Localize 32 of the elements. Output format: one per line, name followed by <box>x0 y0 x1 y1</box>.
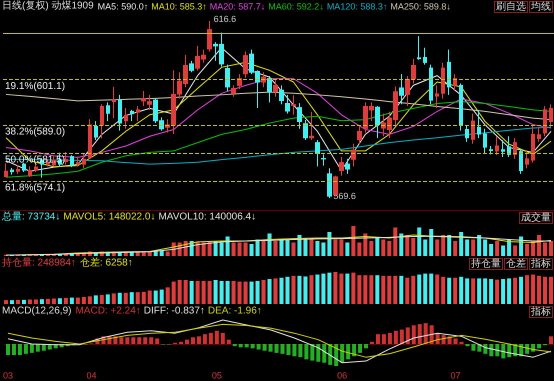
chart-title: 日线(复权) 动煤1909 <box>2 0 94 12</box>
text: MA120: 588.3↑ <box>326 2 388 12</box>
text: MA250: 589.8↓ <box>390 2 451 12</box>
x-tick-label: 06 <box>337 370 348 380</box>
series-label: MAVOL10: 140006.4↓ <box>158 212 256 222</box>
text: 均线 <box>530 0 551 12</box>
text: 指标 <box>530 258 551 270</box>
x-tick-label: 04 <box>86 370 97 380</box>
text: 持仓量: 248984↑ <box>2 256 76 268</box>
text: MACD: +2.24↑ <box>75 306 141 316</box>
text: 刷自选 <box>496 0 526 12</box>
chart-title: MACD(12,26,9) <box>2 306 72 316</box>
x-tick-label: 07 <box>450 370 461 380</box>
chart-subtitle: 仓差: 6258↑ <box>80 256 133 268</box>
text: MAVOL5: 148022.0↓ <box>63 212 156 222</box>
text: MA10: 585.3↑ <box>151 2 207 12</box>
series-label: DIFF: -0.837↑ <box>144 306 205 316</box>
text: 总量: 73734↓ <box>1 210 60 222</box>
x-tick-label: 03 <box>2 370 13 380</box>
text: 指标 <box>530 306 551 318</box>
ref-line-label: 61.8%(574.1) <box>5 182 66 194</box>
annotation: 616.6 <box>214 14 236 24</box>
text: 成交量 <box>521 212 551 224</box>
text: MA5: 590.0↑ <box>98 2 148 12</box>
ref-line-label: 19.1%(601.1) <box>5 80 66 92</box>
text: 持仓量 <box>471 258 501 270</box>
text: MA20: 587.7↓ <box>210 2 266 12</box>
text: 仓差 <box>506 258 526 270</box>
series-label: DEA: -1.96↑ <box>208 306 262 316</box>
ref-line-label: 38.2%(589.0) <box>5 126 66 138</box>
text: MA60: 592.2↓ <box>268 2 324 12</box>
x-tick-label: 05 <box>212 370 222 380</box>
